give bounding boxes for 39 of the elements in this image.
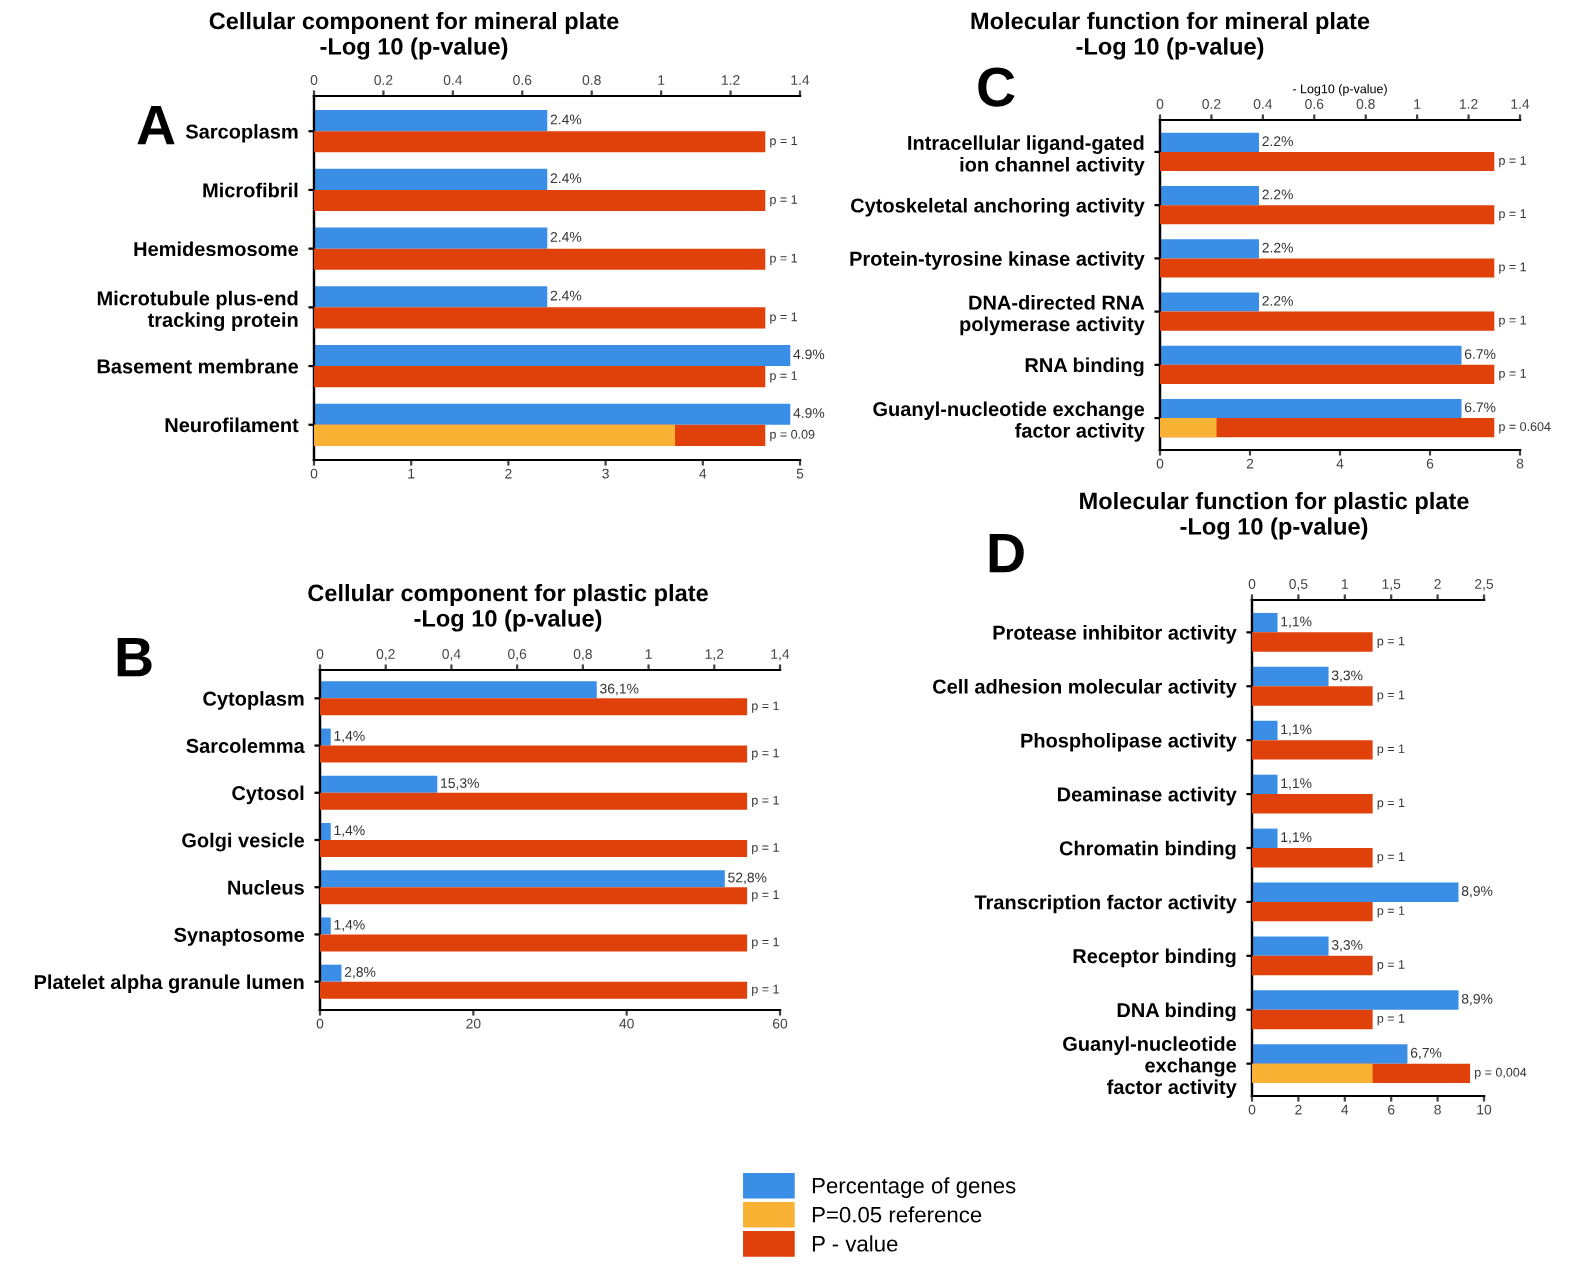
y-tick-label: Sarcolemma <box>186 738 305 753</box>
y-tick-label: Microtubule plus-end tracking protein <box>97 290 298 332</box>
chart-title: Cellular component for mineral plate -Log 10 (p-value) <box>209 12 619 60</box>
y-tick-label: Nucleus <box>228 879 304 895</box>
y-tick-label: Deaminase activity <box>1057 786 1237 806</box>
y-tick-label: Synaptosome <box>174 927 305 946</box>
y-tick-label: Chromatin binding <box>1059 840 1236 860</box>
y-tick-label: RNA binding <box>1025 357 1144 377</box>
y-tick-label: Cytosol <box>232 785 304 805</box>
text: A <box>137 106 175 145</box>
y-tick-label: Protein-tyrosine kinase activity <box>850 251 1145 270</box>
y-tick-label: Receptor binding <box>1073 948 1236 968</box>
y-tick-label: Phospholipase activity <box>1021 732 1237 752</box>
y-tick-label: DNA binding <box>1117 1002 1236 1022</box>
y-tick-label: Cytoplasm <box>203 691 304 710</box>
legend-label: P=0.05 reference <box>812 1206 982 1223</box>
y-tick-label: DNA-directed RNA polymerase activity <box>960 295 1145 336</box>
y-tick-label: Cytoskeletal anchoring activity <box>851 197 1145 217</box>
y-tick-label: Basement membrane <box>97 358 299 374</box>
y-tick-label: Hemidesmosome <box>134 241 299 257</box>
text: B <box>117 638 152 677</box>
chart-title: Cellular component for plastic plate -Log 10 (p-value) <box>308 584 708 632</box>
chart-title: Molecular function for mineral plate -Log 10 (p-value) <box>971 12 1370 60</box>
legend-label: P - value <box>812 1235 898 1252</box>
text: C <box>978 67 1015 107</box>
y-tick-label: Neurofilament <box>165 417 299 433</box>
y-tick-label: Microfibril <box>203 182 298 198</box>
y-tick-label: Cell adhesion molecular activity <box>933 679 1237 698</box>
y-tick-label: Golgi vesicle <box>182 832 305 852</box>
chart-title: Molecular function for plastic plate -Log 10 (p-value) <box>1080 492 1469 540</box>
y-tick-label: Platelet alpha granule lumen <box>34 974 304 994</box>
y-tick-label: Sarcoplasm <box>185 123 298 143</box>
text: D <box>989 534 1024 573</box>
legend-label: Percentage of genes <box>812 1177 1016 1198</box>
y-tick-label: Transcription factor activity <box>974 894 1237 914</box>
y-tick-label: Intracellular ligand-gated ion channel activity <box>908 135 1145 176</box>
y-tick-label: Guanyl-nucleotide exchange factor activity <box>1063 1036 1237 1099</box>
y-tick-label: Protease inhibitor activity <box>993 625 1237 644</box>
y-tick-label: Guanyl-nucleotide exchange factor activity <box>873 401 1145 442</box>
